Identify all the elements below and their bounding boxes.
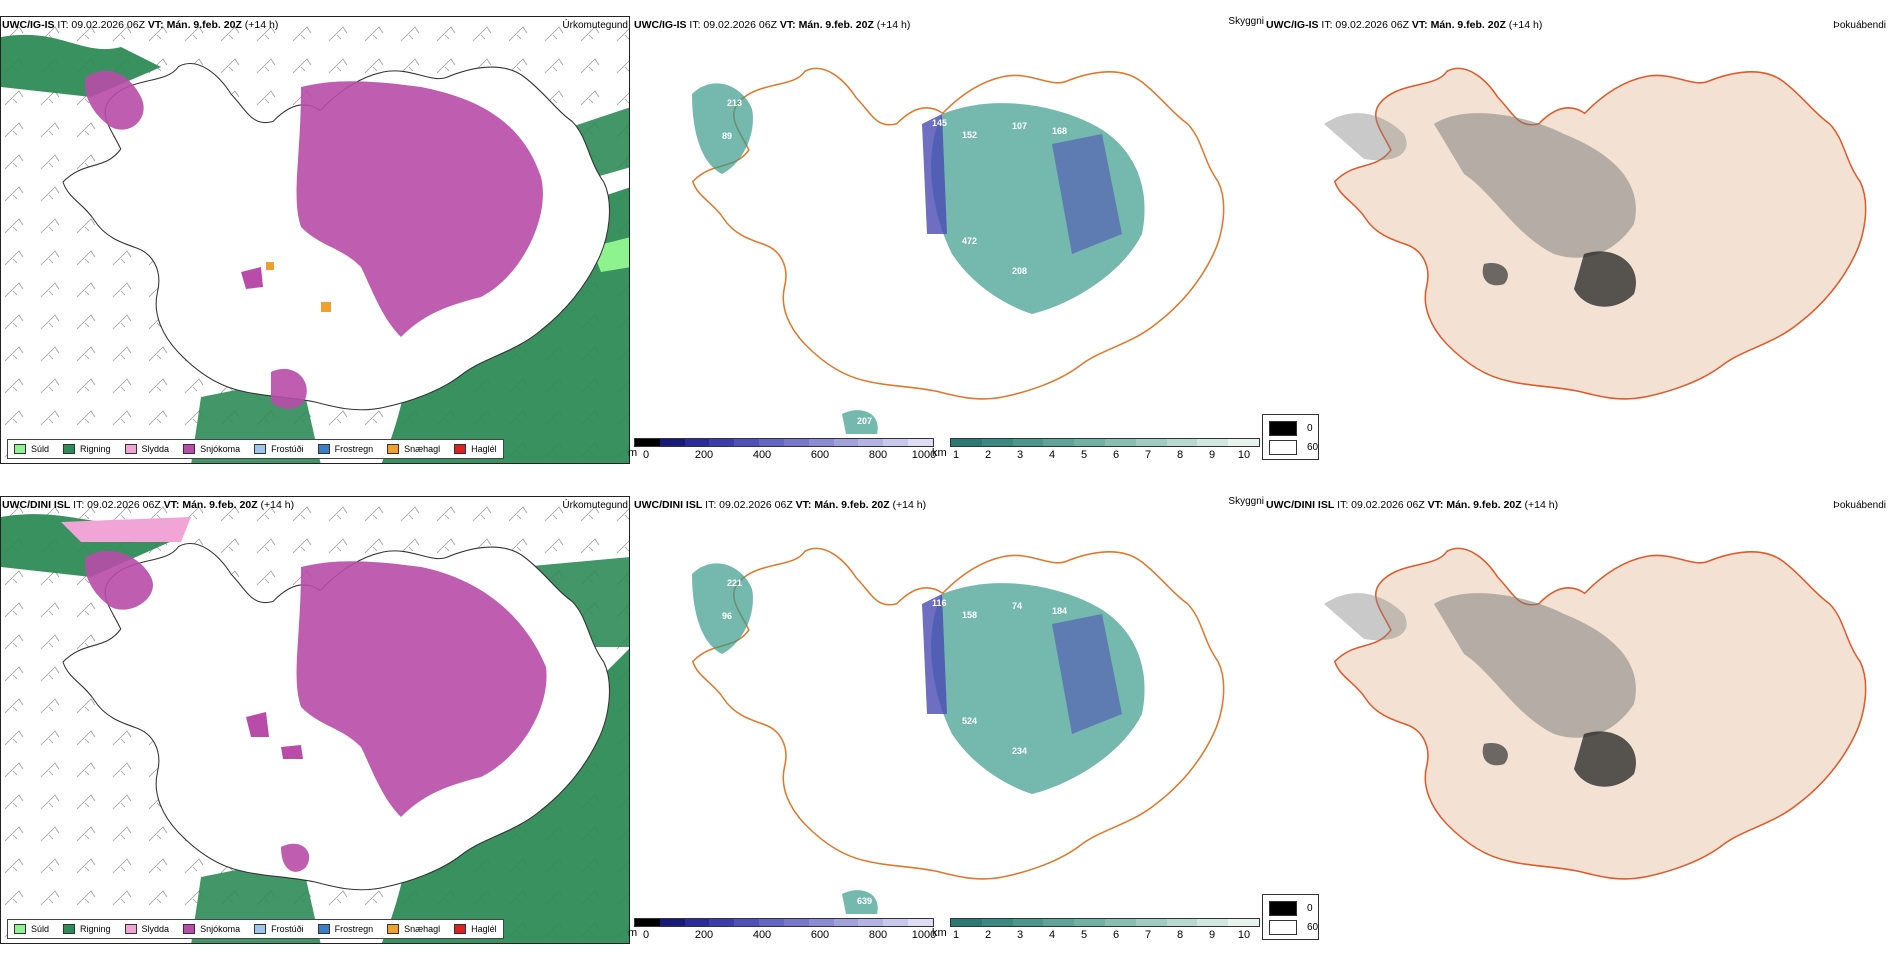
snow-label: 145	[932, 118, 947, 128]
precip-type-panel: Súld Rigning Slydda Snjókoma Frostúði Fr…	[0, 494, 632, 964]
fog-legend: 0 60	[1262, 894, 1319, 940]
precip-type-panel: Súld Rigning Slydda Snjókoma Frostúði Fr…	[0, 14, 632, 484]
snow-label: 89	[722, 131, 732, 141]
legend-item-snow: Snjókoma	[183, 924, 240, 934]
row-ig-is: Súld Rigning Slydda Snjókoma Frostúði Fr…	[0, 14, 1900, 484]
snow-label: 96	[722, 611, 732, 621]
legend-item-freezing-drizzle: Frostúði	[254, 924, 304, 934]
colorbar-unit: km	[932, 447, 947, 459]
panel-title: Þokuábendi	[1833, 500, 1886, 511]
legend-item-hail: Haglél	[454, 444, 497, 454]
legend-item-freezing-drizzle: Frostúði	[254, 444, 304, 454]
legend-item-freezing-rain: Frostregn	[317, 444, 373, 454]
precip-legend: Súld Rigning Slydda Snjókoma Frostúði Fr…	[7, 919, 504, 939]
panel-title: Úrkomutegund	[562, 20, 628, 31]
snow-label: 213	[727, 98, 742, 108]
snow-label: 524	[962, 716, 977, 726]
fog-map	[1324, 67, 1867, 400]
snow-vis-map: 213 69 89 20 145 152 107 168 472 208 924…	[692, 67, 1225, 434]
precip-map-frame: Súld Rigning Slydda Snjókoma Frostúði Fr…	[0, 16, 630, 464]
panel-header: UWC/DINI ISL IT: 09.02.2026 06Z VT: Mán.…	[2, 499, 295, 511]
snow-label: 207	[857, 416, 872, 426]
snow-vis-panel: 221 133 96 116 158 74 184 524 234 549 63…	[628, 494, 1264, 964]
vis-colorbar-strip	[950, 438, 1260, 447]
panel-header: UWC/DINI ISL IT: 09.02.2026 06Z VT: Mán.…	[634, 499, 927, 511]
fog-map	[1324, 547, 1867, 880]
legend-item-sleet: Slydda	[124, 924, 169, 934]
snow-depth-labels: 213 69 89 20 145 152 107 168 472 208 924…	[722, 98, 1067, 426]
snow-label: 133	[762, 578, 777, 588]
snow-label: 924	[1042, 316, 1057, 326]
panel-header: UWC/IG-IS IT: 09.02.2026 06Z VT: Mán. 9.…	[2, 19, 279, 31]
precip-legend: Súld Rigning Slydda Snjókoma Frostúði Fr…	[7, 439, 504, 459]
snow-label: 107	[1012, 121, 1027, 131]
snow-label: 549	[1042, 796, 1057, 806]
vis-colorbar-strip	[950, 918, 1260, 927]
panel-title: Úrkomutegund	[562, 500, 628, 511]
panel-header: UWC/IG-IS IT: 09.02.2026 06Z VT: Mán. 9.…	[1266, 19, 1543, 31]
legend-item-snow: Snjókoma	[183, 444, 240, 454]
snow-label: 208	[1012, 266, 1027, 276]
snow-vis-panel: 213 69 89 20 145 152 107 168 472 208 924…	[628, 14, 1264, 484]
fog-index-panel: UWC/IG-IS IT: 09.02.2026 06Z VT: Mán. 9.…	[1264, 14, 1900, 484]
snow-label: 472	[962, 236, 977, 246]
snow-label: 158	[962, 610, 977, 620]
legend-item-drizzle: Súld	[14, 924, 49, 934]
panel-header: UWC/DINI ISL IT: 09.02.2026 06Z VT: Mán.…	[1266, 499, 1559, 511]
snow-depth-colorbar: m 0 200 400 600 800 1000	[628, 438, 936, 461]
snow-colorbar-strip	[634, 918, 934, 927]
panel-title: Þokuábendi	[1833, 20, 1886, 31]
colorbar-unit: m	[628, 447, 638, 459]
snow-label: 184	[1052, 606, 1067, 616]
snow-label: 116	[932, 598, 947, 608]
visibility-colorbar: km 1 2 3 4 5 6 7 8 9 10	[932, 438, 1260, 461]
panel-title: Skyggni	[1228, 496, 1264, 507]
precip-map	[1, 17, 629, 463]
panel-title: Skyggni	[1228, 16, 1264, 27]
snow-label: 234	[1012, 746, 1027, 756]
snow-label: 74	[1012, 601, 1022, 611]
fog-index-panel: UWC/DINI ISL IT: 09.02.2026 06Z VT: Mán.…	[1264, 494, 1900, 964]
fog-legend: 0 60	[1262, 414, 1319, 460]
snow-label: 69	[762, 98, 772, 108]
legend-item-freezing-rain: Frostregn	[317, 924, 373, 934]
snow-label: 221	[727, 578, 742, 588]
panel-header: UWC/IG-IS IT: 09.02.2026 06Z VT: Mán. 9.…	[634, 19, 911, 31]
snow-vis-map: 221 133 96 116 158 74 184 524 234 549 63…	[692, 547, 1225, 914]
visibility-colorbar: km 1 2 3 4 5 6 7 8 9 10	[932, 918, 1260, 941]
legend-item-snow-pellets: Snæhagl	[387, 924, 440, 934]
precip-map	[1, 497, 629, 943]
legend-item-rain: Rigning	[63, 444, 111, 454]
snow-label: 168	[1052, 126, 1067, 136]
precip-map-frame: Súld Rigning Slydda Snjókoma Frostúði Fr…	[0, 496, 630, 944]
snow-label: 20	[787, 136, 797, 146]
snow-label: 152	[962, 130, 977, 140]
legend-item-sleet: Slydda	[124, 444, 169, 454]
colorbar-unit: km	[932, 927, 947, 939]
row-dini-isl: Súld Rigning Slydda Snjókoma Frostúði Fr…	[0, 494, 1900, 964]
snow-depth-colorbar: m 0 200 400 600 800 1000	[628, 918, 936, 941]
legend-item-drizzle: Súld	[14, 444, 49, 454]
snow-label: 639	[857, 896, 872, 906]
legend-item-snow-pellets: Snæhagl	[387, 444, 440, 454]
snow-colorbar-strip	[634, 438, 934, 447]
snow-depth-labels: 221 133 96 116 158 74 184 524 234 549 63…	[722, 578, 1067, 906]
colorbar-unit: m	[628, 927, 638, 939]
legend-item-rain: Rigning	[63, 924, 111, 934]
legend-item-hail: Haglél	[454, 924, 497, 934]
